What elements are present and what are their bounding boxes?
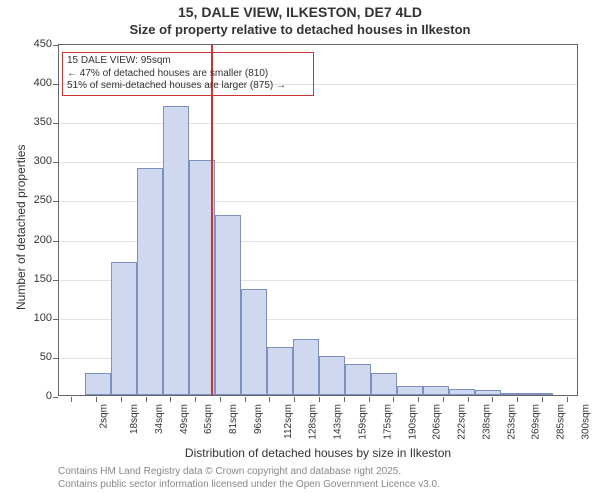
annotation-line3: 51% of semi-detached houses are larger (… <box>67 80 309 93</box>
x-tick-mark <box>269 397 270 402</box>
x-tick-label: 190sqm <box>407 404 418 440</box>
histogram-bar <box>371 373 397 395</box>
x-tick-mark <box>294 397 295 402</box>
x-tick-mark <box>393 397 394 402</box>
x-tick-mark <box>195 397 196 402</box>
y-tick-mark <box>53 358 58 359</box>
footer-line1: Contains HM Land Registry data © Crown c… <box>58 466 440 479</box>
x-tick-label: 65sqm <box>203 404 214 434</box>
histogram-bar <box>111 262 137 395</box>
y-tick-mark <box>53 201 58 202</box>
x-tick-label: 2sqm <box>99 404 110 428</box>
x-tick-label: 34sqm <box>154 404 165 434</box>
y-tick-label: 400 <box>22 77 52 89</box>
annotation-line1: 15 DALE VIEW: 95sqm <box>67 55 309 68</box>
x-tick-label: 159sqm <box>358 404 369 440</box>
y-tick-mark <box>53 84 58 85</box>
y-tick-label: 350 <box>22 116 52 128</box>
chart-title-line1: 15, DALE VIEW, ILKESTON, DE7 4LD <box>0 4 600 20</box>
y-tick-label: 0 <box>22 390 52 402</box>
histogram-bar <box>267 347 293 395</box>
footer-line2: Contains public sector information licen… <box>58 479 440 492</box>
x-tick-label: 96sqm <box>253 404 264 434</box>
annotation-line2: ← 47% of detached houses are smaller (81… <box>67 68 309 81</box>
y-tick-label: 300 <box>22 155 52 167</box>
histogram-bar <box>397 386 423 395</box>
x-tick-mark <box>542 397 543 402</box>
plot-area <box>58 44 578 396</box>
x-tick-label: 206sqm <box>432 404 443 440</box>
histogram-bar <box>475 390 501 395</box>
histogram-bar <box>345 364 371 395</box>
x-tick-label: 143sqm <box>333 404 344 440</box>
x-tick-mark <box>468 397 469 402</box>
x-tick-mark <box>220 397 221 402</box>
y-tick-mark <box>53 123 58 124</box>
histogram-bar <box>85 373 111 395</box>
x-tick-label: 81sqm <box>228 404 239 434</box>
x-tick-mark <box>71 397 72 402</box>
x-tick-mark <box>121 397 122 402</box>
x-tick-mark <box>319 397 320 402</box>
x-tick-label: 49sqm <box>179 404 190 434</box>
histogram-bar <box>501 393 527 395</box>
y-tick-label: 450 <box>22 38 52 50</box>
x-tick-label: 269sqm <box>531 404 542 440</box>
gridline <box>59 123 577 124</box>
x-tick-mark <box>245 397 246 402</box>
y-tick-label: 200 <box>22 234 52 246</box>
x-axis-label: Distribution of detached houses by size … <box>58 446 578 460</box>
x-tick-mark <box>170 397 171 402</box>
y-tick-mark <box>53 319 58 320</box>
histogram-bar <box>163 106 189 395</box>
x-tick-mark <box>344 397 345 402</box>
histogram-bar <box>137 168 163 395</box>
x-tick-label: 285sqm <box>556 404 567 440</box>
y-tick-label: 250 <box>22 194 52 206</box>
histogram-bar <box>293 339 319 395</box>
x-tick-label: 18sqm <box>129 404 140 434</box>
x-tick-label: 112sqm <box>283 404 294 439</box>
histogram-bar <box>423 386 449 395</box>
annotation-box: 15 DALE VIEW: 95sqm ← 47% of detached ho… <box>62 52 314 96</box>
y-tick-mark <box>53 241 58 242</box>
x-tick-mark <box>517 397 518 402</box>
gridline <box>59 162 577 163</box>
y-tick-mark <box>53 162 58 163</box>
histogram-bar <box>449 389 475 395</box>
chart-title-line2: Size of property relative to detached ho… <box>0 22 600 37</box>
x-tick-label: 300sqm <box>580 404 591 440</box>
x-tick-mark <box>369 397 370 402</box>
y-tick-label: 150 <box>22 273 52 285</box>
y-tick-mark <box>53 397 58 398</box>
y-axis-label: Number of detached properties <box>14 145 28 310</box>
x-tick-mark <box>567 397 568 402</box>
x-tick-mark <box>146 397 147 402</box>
chart-footer: Contains HM Land Registry data © Crown c… <box>58 466 440 491</box>
x-tick-label: 128sqm <box>308 404 319 440</box>
y-tick-label: 100 <box>22 312 52 324</box>
histogram-bar <box>241 289 267 395</box>
y-tick-label: 50 <box>22 351 52 363</box>
x-tick-label: 222sqm <box>457 404 468 440</box>
histogram-bar <box>319 356 345 395</box>
y-tick-mark <box>53 45 58 46</box>
histogram-bar <box>527 393 553 395</box>
chart-container: 15, DALE VIEW, ILKESTON, DE7 4LD Size of… <box>0 0 600 500</box>
x-tick-mark <box>418 397 419 402</box>
x-tick-label: 175sqm <box>382 404 393 440</box>
x-tick-label: 238sqm <box>481 404 492 440</box>
x-tick-mark <box>443 397 444 402</box>
x-tick-mark <box>96 397 97 402</box>
x-tick-mark <box>492 397 493 402</box>
marker-line <box>211 45 213 395</box>
histogram-bar <box>215 215 241 395</box>
x-tick-label: 253sqm <box>506 404 517 440</box>
y-tick-mark <box>53 280 58 281</box>
